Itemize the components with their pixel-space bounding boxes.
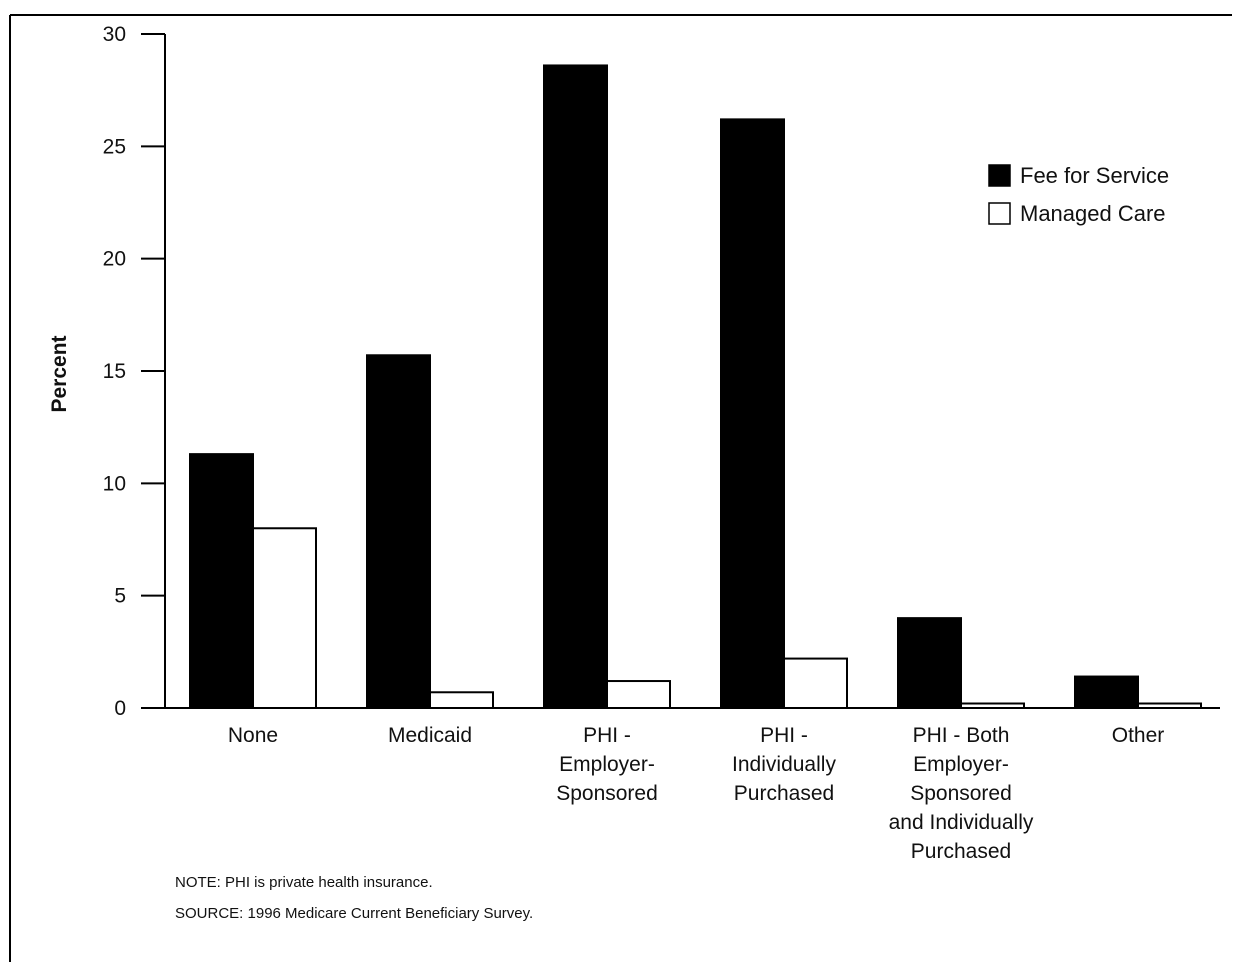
y-tick-label: 30 <box>103 23 126 46</box>
bar-fee-for-service <box>366 354 431 709</box>
x-category-label: PHI - Both Employer- Sponsored and Individu… <box>889 724 1034 863</box>
x-category-label: None <box>228 724 278 747</box>
bar-fee-for-service <box>543 64 608 710</box>
legend-label-fee-for-service: Fee for Service <box>1020 163 1169 188</box>
source-text: SOURCE: 1996 Medicare Current Beneficiar… <box>175 905 533 922</box>
bar-managed-care <box>606 680 671 709</box>
y-tick-label: 15 <box>103 360 126 383</box>
x-category-label-line: Medicaid <box>388 724 472 747</box>
bar-managed-care <box>252 527 317 709</box>
legend-swatch-fee-for-service <box>988 164 1011 187</box>
bar-fee-for-service <box>1074 675 1139 710</box>
x-category-label-line: Individually <box>732 753 836 776</box>
bar-fee-for-service <box>720 118 785 709</box>
y-tick-label: 0 <box>114 697 126 720</box>
x-category-label-line: Employer- <box>559 753 655 776</box>
x-category-label-line: Employer- <box>913 753 1009 776</box>
x-category-label: Other <box>1112 724 1165 747</box>
x-category-label-line: PHI - Both <box>913 724 1010 747</box>
x-category-label-line: PHI - <box>583 724 631 747</box>
x-category-label-line: PHI - <box>760 724 808 747</box>
bar-managed-care <box>429 691 494 709</box>
x-category-label-line: Other <box>1112 724 1165 747</box>
x-category-label-line: Sponsored <box>910 782 1012 805</box>
x-category-label-line: Sponsored <box>556 782 658 805</box>
legend-swatch-managed-care <box>988 202 1011 225</box>
bar-fee-for-service <box>189 453 254 710</box>
x-category-label: PHI - Employer- Sponsored <box>556 724 658 805</box>
y-tick-label: 25 <box>103 135 126 158</box>
x-category-label-line: and Individually <box>889 811 1034 834</box>
chart-frame <box>9 14 1232 962</box>
x-category-label-line: Purchased <box>734 782 834 805</box>
y-tick-label: 10 <box>103 472 126 495</box>
x-category-label-line: None <box>228 724 278 747</box>
bars <box>189 64 1202 710</box>
y-axis-title: Percent <box>48 335 71 412</box>
bar-managed-care <box>783 657 848 709</box>
bar-fee-for-service <box>897 617 962 710</box>
note-text: NOTE: PHI is private health insurance. <box>175 874 433 891</box>
x-category-label-line: Purchased <box>911 840 1011 863</box>
x-category-label: PHI - Individually Purchased <box>732 724 836 805</box>
x-category-label: Medicaid <box>388 724 472 747</box>
y-tick-label: 5 <box>114 585 126 608</box>
legend: Fee for Service Managed Care <box>988 163 1169 226</box>
y-tick-label: 20 <box>103 248 126 271</box>
legend-label-managed-care: Managed Care <box>1020 201 1166 226</box>
y-axis: 0 5 10 15 20 25 30 <box>103 23 166 720</box>
